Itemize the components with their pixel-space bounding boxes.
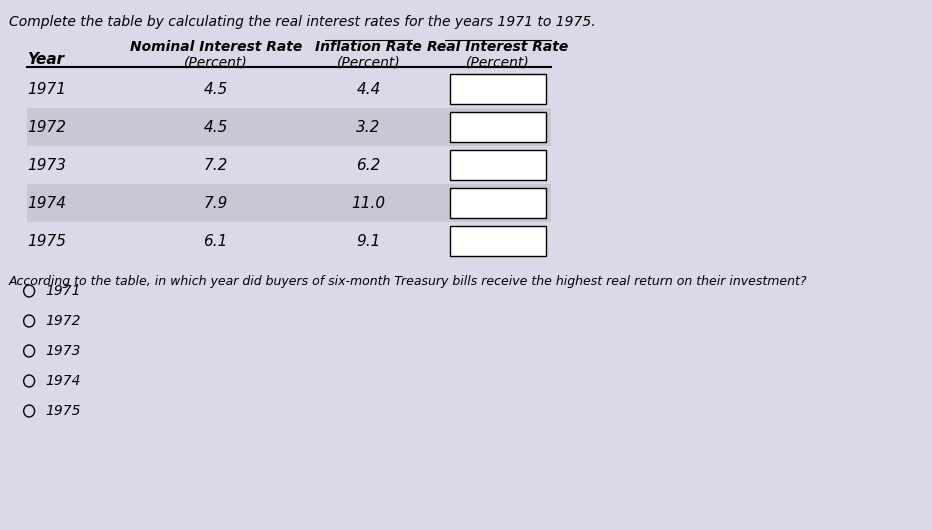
Text: 3.2: 3.2 [356, 119, 380, 135]
FancyBboxPatch shape [450, 74, 546, 104]
Text: 7.2: 7.2 [203, 157, 227, 172]
Text: Complete the table by calculating the real interest rates for the years 1971 to : Complete the table by calculating the re… [9, 15, 596, 29]
Text: Nominal Interest Rate: Nominal Interest Rate [130, 40, 302, 54]
Text: 4.5: 4.5 [203, 119, 227, 135]
FancyBboxPatch shape [450, 188, 546, 218]
Text: (Percent): (Percent) [184, 56, 248, 70]
FancyBboxPatch shape [27, 222, 551, 260]
FancyBboxPatch shape [27, 146, 551, 184]
Text: 1971: 1971 [27, 82, 66, 96]
FancyBboxPatch shape [27, 108, 551, 146]
Text: 1972: 1972 [46, 314, 81, 328]
FancyBboxPatch shape [450, 112, 546, 142]
FancyBboxPatch shape [450, 150, 546, 180]
Text: 9.1: 9.1 [356, 234, 380, 249]
Text: 6.2: 6.2 [356, 157, 380, 172]
FancyBboxPatch shape [450, 226, 546, 256]
Text: Real Interest Rate: Real Interest Rate [427, 40, 569, 54]
Text: 11.0: 11.0 [351, 196, 386, 210]
Text: (Percent): (Percent) [466, 56, 529, 70]
FancyBboxPatch shape [27, 184, 551, 222]
Text: (Percent): (Percent) [336, 56, 401, 70]
Text: 1972: 1972 [27, 119, 66, 135]
Text: 1974: 1974 [46, 374, 81, 388]
Text: 1973: 1973 [27, 157, 66, 172]
Text: 1975: 1975 [27, 234, 66, 249]
Text: Year: Year [27, 52, 64, 67]
Text: 1975: 1975 [46, 404, 81, 418]
Text: 4.5: 4.5 [203, 82, 227, 96]
Text: Inflation Rate: Inflation Rate [315, 40, 422, 54]
Text: According to the table, in which year did buyers of six-month Treasury bills rec: According to the table, in which year di… [9, 275, 808, 288]
FancyBboxPatch shape [27, 70, 551, 108]
Text: 7.9: 7.9 [203, 196, 227, 210]
Text: 4.4: 4.4 [356, 82, 380, 96]
Text: 1971: 1971 [46, 284, 81, 298]
Text: 1974: 1974 [27, 196, 66, 210]
Text: 6.1: 6.1 [203, 234, 227, 249]
Text: 1973: 1973 [46, 344, 81, 358]
